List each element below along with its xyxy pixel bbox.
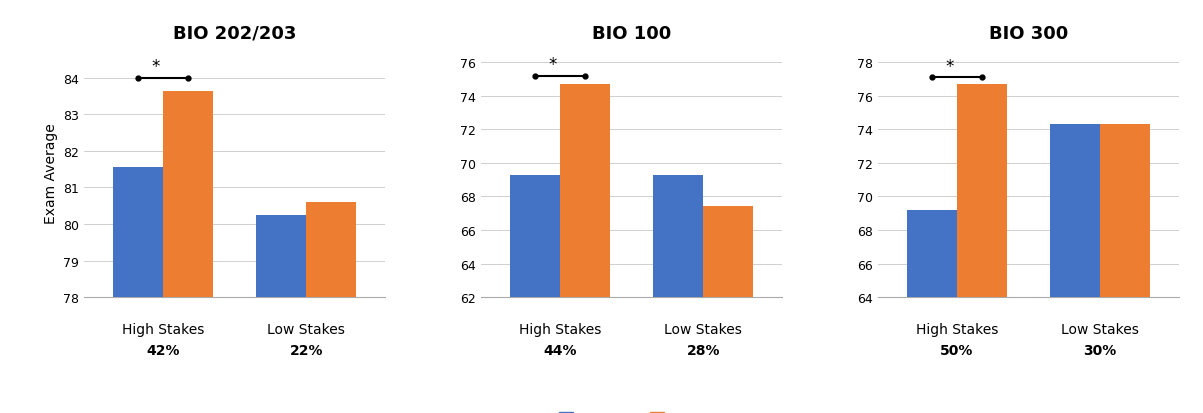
Text: High Stakes: High Stakes	[915, 322, 998, 336]
Bar	[1050, 125, 1101, 297]
Text: Low Stakes: Low Stakes	[664, 322, 742, 336]
Bar	[907, 210, 956, 297]
Text: 22%: 22%	[290, 343, 322, 357]
Text: 42%: 42%	[147, 343, 179, 357]
Text: High Stakes: High Stakes	[518, 322, 602, 336]
Bar	[704, 207, 753, 297]
Text: 28%: 28%	[687, 343, 719, 357]
Text: High Stakes: High Stakes	[122, 322, 205, 336]
Title: BIO 100: BIO 100	[592, 24, 671, 43]
Title: BIO 300: BIO 300	[989, 24, 1068, 43]
Bar	[1101, 125, 1150, 297]
Text: *: *	[549, 56, 557, 74]
Text: Low Stakes: Low Stakes	[1061, 322, 1139, 336]
Bar	[956, 85, 1007, 297]
Text: *: *	[152, 58, 160, 76]
Title: BIO 202/203: BIO 202/203	[173, 24, 296, 43]
Bar	[559, 85, 610, 297]
Legend: Women, Men: Women, Men	[556, 408, 707, 413]
Text: Low Stakes: Low Stakes	[267, 322, 345, 336]
Bar	[307, 203, 356, 297]
Bar	[162, 91, 213, 297]
Text: 44%: 44%	[544, 343, 576, 357]
Text: 50%: 50%	[941, 343, 973, 357]
Bar	[653, 175, 704, 297]
Bar	[510, 175, 559, 297]
Bar	[113, 168, 162, 297]
Text: *: *	[946, 57, 954, 76]
Text: 30%: 30%	[1084, 343, 1116, 357]
Bar	[256, 215, 307, 297]
Y-axis label: Exam Average: Exam Average	[43, 123, 58, 224]
